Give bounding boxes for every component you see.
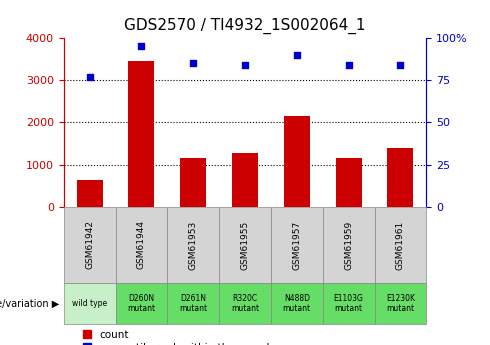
Text: GSM61953: GSM61953	[189, 220, 197, 269]
Text: genotype/variation ▶: genotype/variation ▶	[0, 299, 59, 308]
Point	[293, 52, 301, 58]
Bar	[336, 158, 362, 207]
Text: N488D
mutant: N488D mutant	[283, 294, 311, 313]
Title: GDS2570 / TI4932_1S002064_1: GDS2570 / TI4932_1S002064_1	[124, 18, 366, 34]
Point	[344, 62, 352, 68]
Text: D260N
mutant: D260N mutant	[127, 294, 155, 313]
Point	[189, 60, 197, 66]
Point	[241, 62, 249, 68]
Text: GSM61944: GSM61944	[137, 220, 146, 269]
Text: GSM61942: GSM61942	[85, 220, 94, 269]
Text: R320C
mutant: R320C mutant	[231, 294, 259, 313]
Text: GSM61955: GSM61955	[241, 220, 249, 269]
Point	[86, 74, 94, 80]
Bar	[128, 61, 154, 207]
Point	[138, 43, 146, 49]
Text: D261N
mutant: D261N mutant	[179, 294, 207, 313]
Bar	[388, 148, 414, 207]
Bar	[180, 158, 206, 207]
Bar	[284, 116, 310, 207]
Text: GSM61961: GSM61961	[396, 220, 405, 269]
Text: GSM61959: GSM61959	[344, 220, 353, 269]
Legend: count, percentile rank within the sample: count, percentile rank within the sample	[79, 326, 280, 345]
Text: GSM61957: GSM61957	[293, 220, 301, 269]
Bar	[76, 179, 102, 207]
Point	[396, 62, 404, 68]
Bar	[232, 153, 258, 207]
Text: wild type: wild type	[72, 299, 107, 308]
Text: E1230K
mutant: E1230K mutant	[386, 294, 415, 313]
Text: E1103G
mutant: E1103G mutant	[334, 294, 364, 313]
